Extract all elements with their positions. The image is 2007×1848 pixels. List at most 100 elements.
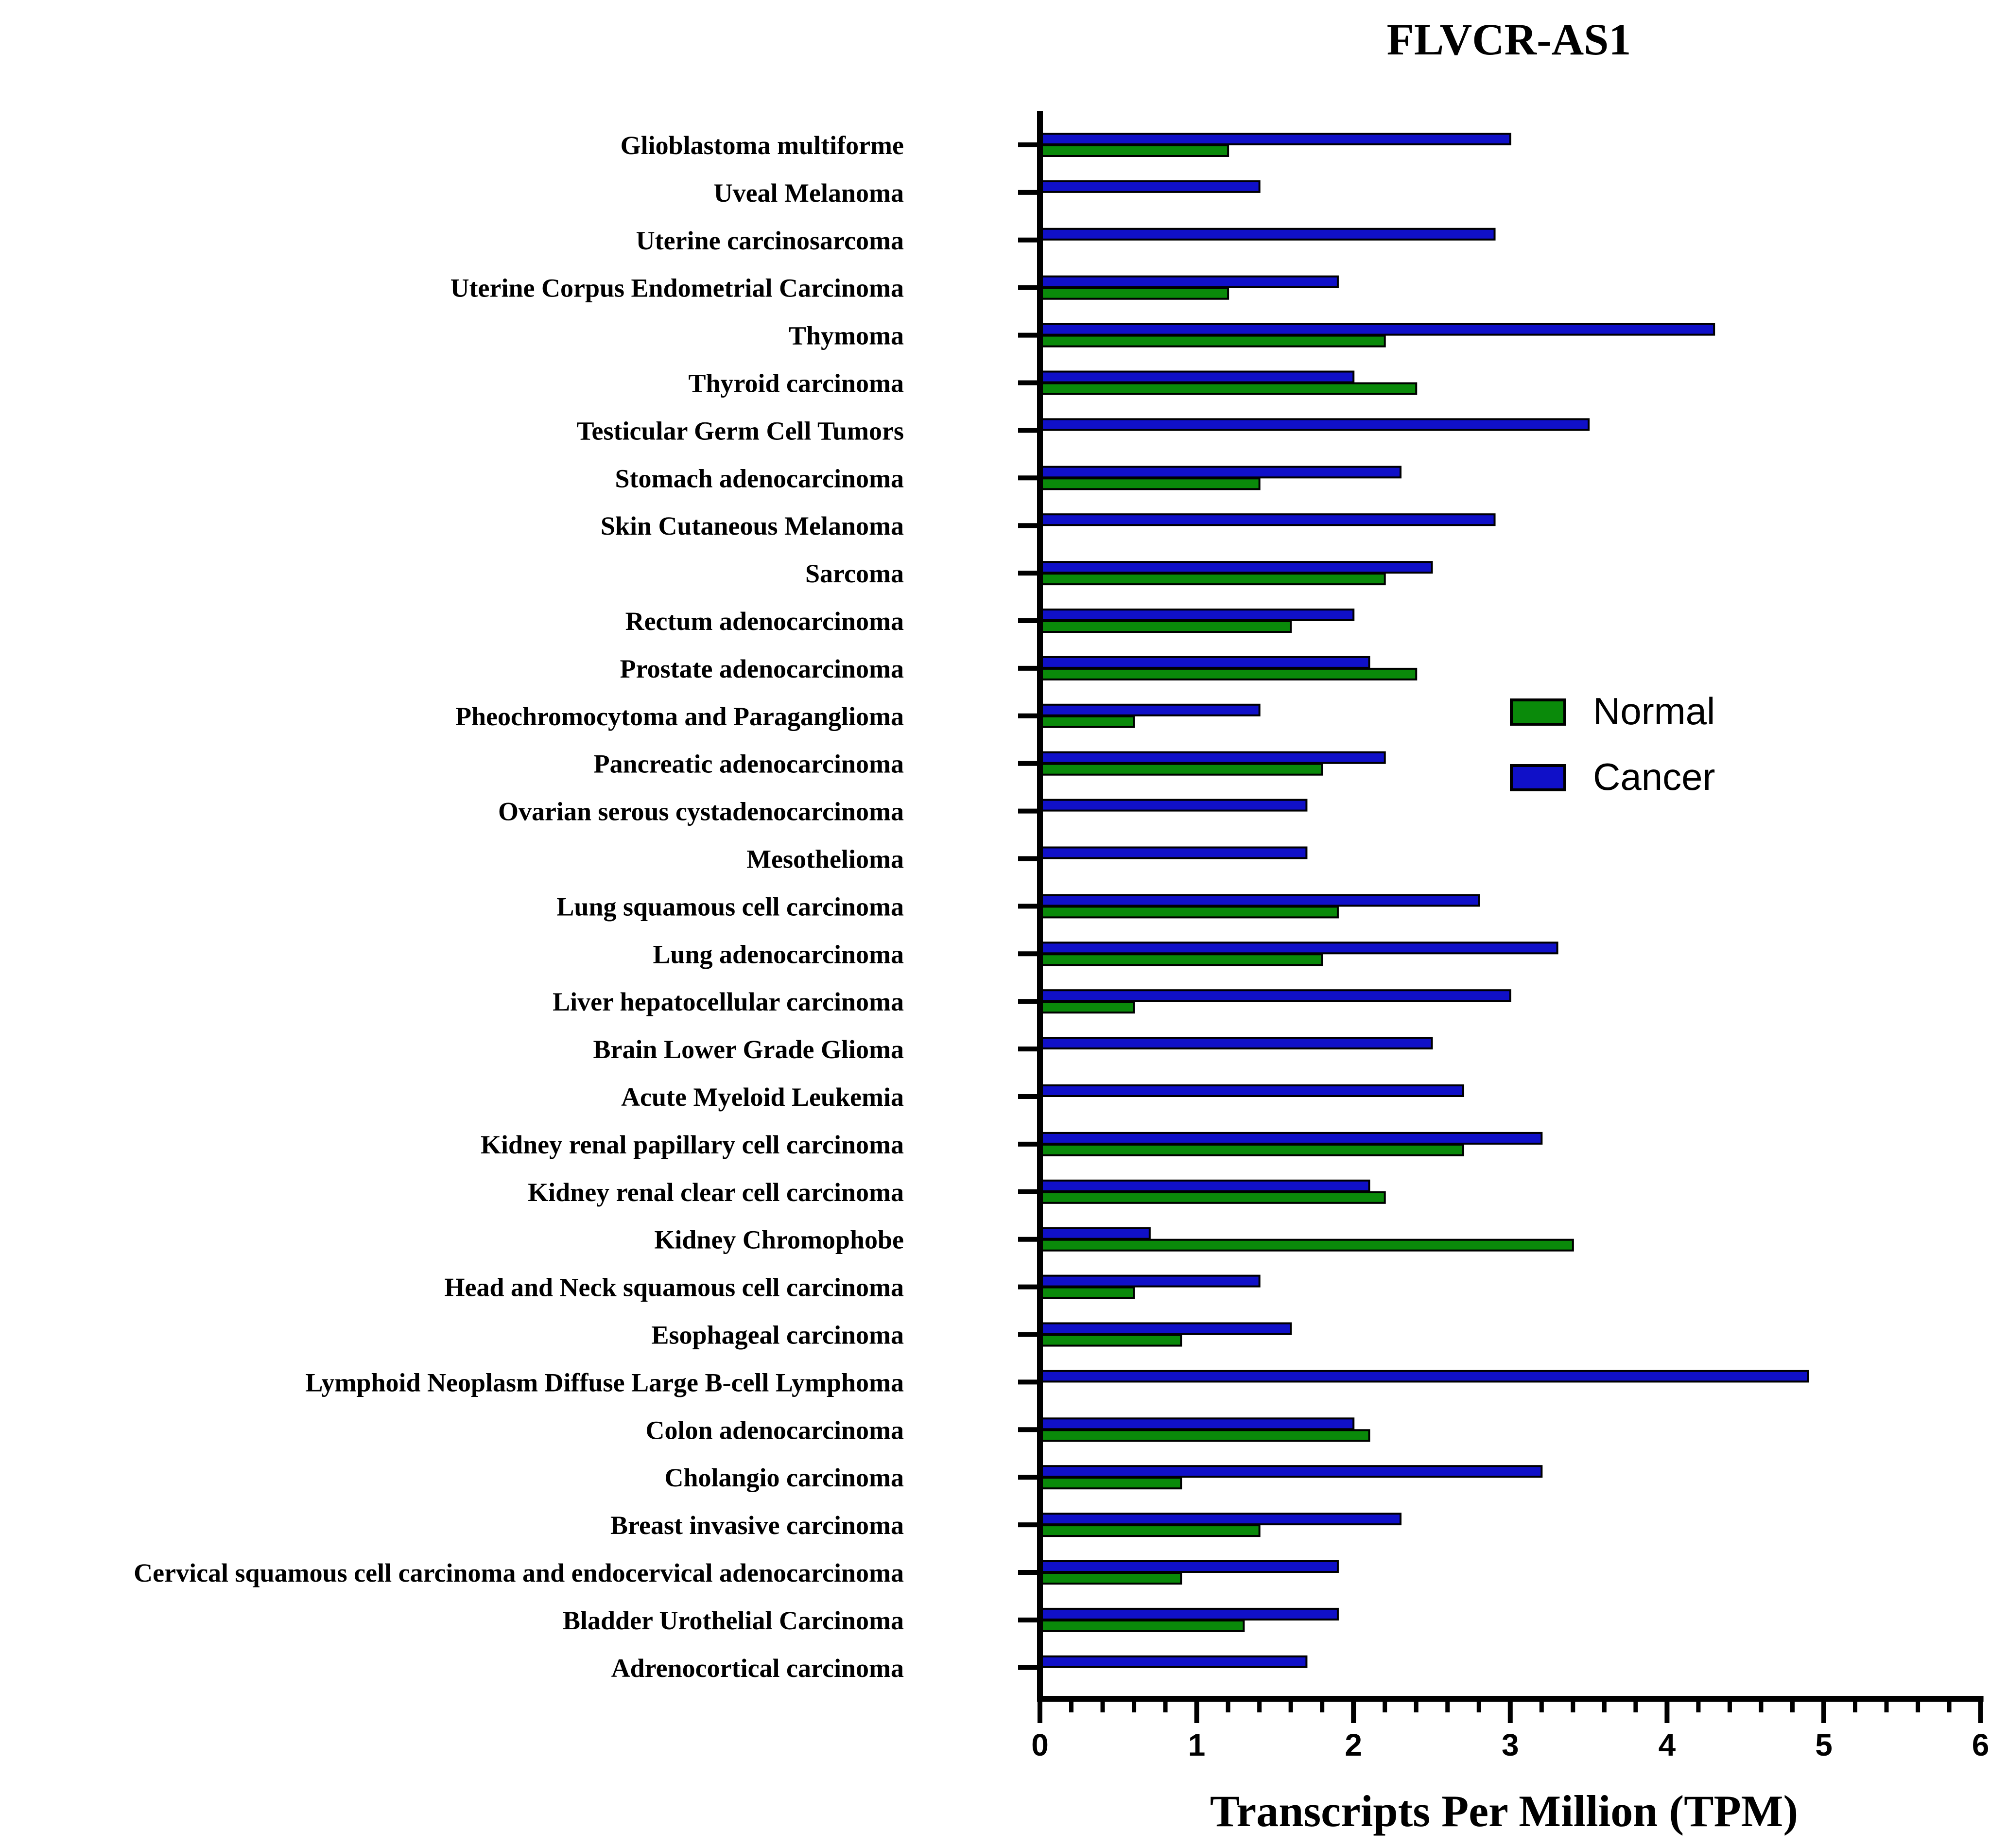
bar-cancer xyxy=(1039,1132,1543,1145)
bar-cancer xyxy=(1039,894,1480,907)
bar-cancer xyxy=(1039,1274,1261,1288)
bar-normal xyxy=(1039,1001,1135,1014)
x-tick-label: 3 xyxy=(1502,1727,1519,1762)
bar-cancer xyxy=(1039,1513,1401,1526)
bar-cancer xyxy=(1039,180,1261,193)
bar-normal xyxy=(1039,906,1339,919)
bar-cancer xyxy=(1039,1084,1465,1097)
category-label: Uveal Melanoma xyxy=(714,178,904,208)
bar-cancer xyxy=(1039,418,1590,431)
category-label: Kidney renal papillary cell carcinoma xyxy=(481,1130,904,1159)
legend-swatch-normal xyxy=(1510,698,1566,726)
x-tick-label: 1 xyxy=(1188,1727,1206,1762)
bar-cancer xyxy=(1039,561,1433,574)
x-tick-label: 5 xyxy=(1815,1727,1833,1762)
bar-cancer xyxy=(1039,133,1511,145)
x-tick-label: 6 xyxy=(1972,1727,1990,1762)
category-label: Breast invasive carcinoma xyxy=(610,1511,904,1540)
legend: Normal Cancer xyxy=(1510,690,1715,798)
bar-cancer xyxy=(1039,323,1715,336)
category-label: Thymoma xyxy=(789,321,904,350)
category-label: Mesothelioma xyxy=(746,845,904,874)
category-label: Skin Cutaneous Melanoma xyxy=(601,511,904,540)
bar-cancer xyxy=(1039,275,1339,288)
x-tick-label: 2 xyxy=(1345,1727,1362,1762)
bar-cancer xyxy=(1039,1655,1308,1668)
bar-normal xyxy=(1039,1429,1370,1442)
category-label: Rectum adenocarcinoma xyxy=(625,607,904,636)
bar-cancer xyxy=(1039,513,1496,526)
bar-normal xyxy=(1039,382,1418,395)
category-labels: Glioblastoma multiforme Uveal Melanoma Ute… xyxy=(134,131,904,1683)
legend-swatch-cancer xyxy=(1510,764,1566,791)
category-label: Acute Myeloid Leukemia xyxy=(621,1082,904,1112)
bar-normal xyxy=(1039,334,1386,348)
legend-label-cancer: Cancer xyxy=(1593,755,1715,798)
x-axis-label: Transcripts Per Million (TPM) xyxy=(1210,1786,1798,1836)
y-axis xyxy=(1018,111,1043,1700)
bar-normal xyxy=(1039,620,1292,633)
bar-cancer xyxy=(1039,1465,1543,1478)
bar-normal xyxy=(1039,287,1229,300)
x-tick-label: 4 xyxy=(1659,1727,1676,1762)
category-label: Stomach adenocarcinoma xyxy=(615,464,904,493)
category-label: Thyroid carcinoma xyxy=(688,369,904,398)
category-label: Cervical squamous cell carcinoma and end… xyxy=(134,1558,904,1587)
bar-cancer xyxy=(1039,227,1496,241)
x-tick-label: 0 xyxy=(1031,1727,1049,1762)
bar-cancer xyxy=(1039,703,1261,716)
bar-cancer xyxy=(1039,751,1386,764)
category-label: Lymphoid Neoplasm Diffuse Large B-cell L… xyxy=(305,1368,904,1397)
bar-cancer xyxy=(1039,1227,1151,1240)
bar-normal xyxy=(1039,715,1135,728)
category-label: Glioblastoma multiforme xyxy=(621,131,904,160)
bar-normal xyxy=(1039,667,1418,680)
bar-normal xyxy=(1039,1524,1261,1537)
bar-normal xyxy=(1039,1619,1245,1632)
category-label: Lung adenocarcinoma xyxy=(653,940,904,969)
chart-title: FLVCR-AS1 xyxy=(1387,15,1631,64)
category-label: Prostate adenocarcinoma xyxy=(620,654,904,683)
bar-normal xyxy=(1039,1286,1135,1299)
bar-normal xyxy=(1039,1191,1386,1204)
bar-normal xyxy=(1039,1572,1182,1585)
category-label: Lung squamous cell carcinoma xyxy=(556,892,904,921)
bar-normal xyxy=(1039,477,1261,490)
category-label: Pheochromocytoma and Paraganglioma xyxy=(455,702,904,731)
bar-cancer xyxy=(1039,1370,1809,1383)
bar-cancer xyxy=(1039,1179,1370,1192)
bar-normal xyxy=(1039,573,1386,586)
bar-cancer xyxy=(1039,846,1308,859)
category-label: Cholangio carcinoma xyxy=(664,1463,904,1492)
bar-normal xyxy=(1039,1477,1182,1490)
category-label: Uterine Corpus Endometrial Carcinoma xyxy=(450,274,904,303)
category-label: Sarcoma xyxy=(805,559,904,588)
bar-cancer xyxy=(1039,1322,1292,1335)
category-label: Brain Lower Grade Glioma xyxy=(593,1035,904,1064)
legend-label-normal: Normal xyxy=(1593,690,1715,732)
bar-cancer xyxy=(1039,466,1401,479)
bar-cancer xyxy=(1039,1037,1433,1050)
bar-cancer xyxy=(1039,941,1558,955)
bar-cancer xyxy=(1039,989,1511,1002)
category-label: Pancreatic adenocarcinoma xyxy=(594,750,904,779)
category-label: Kidney Chromophobe xyxy=(654,1225,904,1255)
bars xyxy=(1039,133,1809,1668)
bar-normal xyxy=(1039,1238,1574,1252)
category-label: Testicular Germ Cell Tumors xyxy=(577,416,904,445)
bar-normal xyxy=(1039,1143,1465,1156)
category-label: Uterine carcinosarcoma xyxy=(636,226,904,255)
x-axis: 0 1 2 3 4 5 6 xyxy=(1031,1696,1990,1762)
bar-cancer xyxy=(1039,656,1370,669)
category-label: Ovarian serous cystadenocarcinoma xyxy=(498,797,904,826)
category-label: Kidney renal clear cell carcinoma xyxy=(528,1178,904,1207)
bar-cancer xyxy=(1039,609,1355,621)
bar-cancer xyxy=(1039,1607,1339,1621)
category-label: Head and Neck squamous cell carcinoma xyxy=(444,1273,904,1302)
bar-normal xyxy=(1039,1334,1182,1347)
category-label: Adrenocortical carcinoma xyxy=(611,1654,904,1683)
bar-cancer xyxy=(1039,799,1308,812)
bar-cancer xyxy=(1039,1560,1339,1573)
category-label: Bladder Urothelial Carcinoma xyxy=(563,1606,904,1635)
